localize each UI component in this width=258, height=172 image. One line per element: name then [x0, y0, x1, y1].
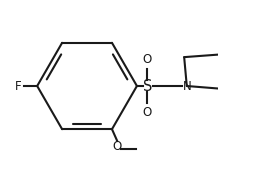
Text: O: O — [143, 106, 152, 119]
Text: F: F — [15, 79, 21, 93]
Text: N: N — [182, 79, 191, 93]
Text: S: S — [143, 78, 152, 94]
Text: O: O — [112, 140, 122, 153]
Text: O: O — [143, 53, 152, 66]
